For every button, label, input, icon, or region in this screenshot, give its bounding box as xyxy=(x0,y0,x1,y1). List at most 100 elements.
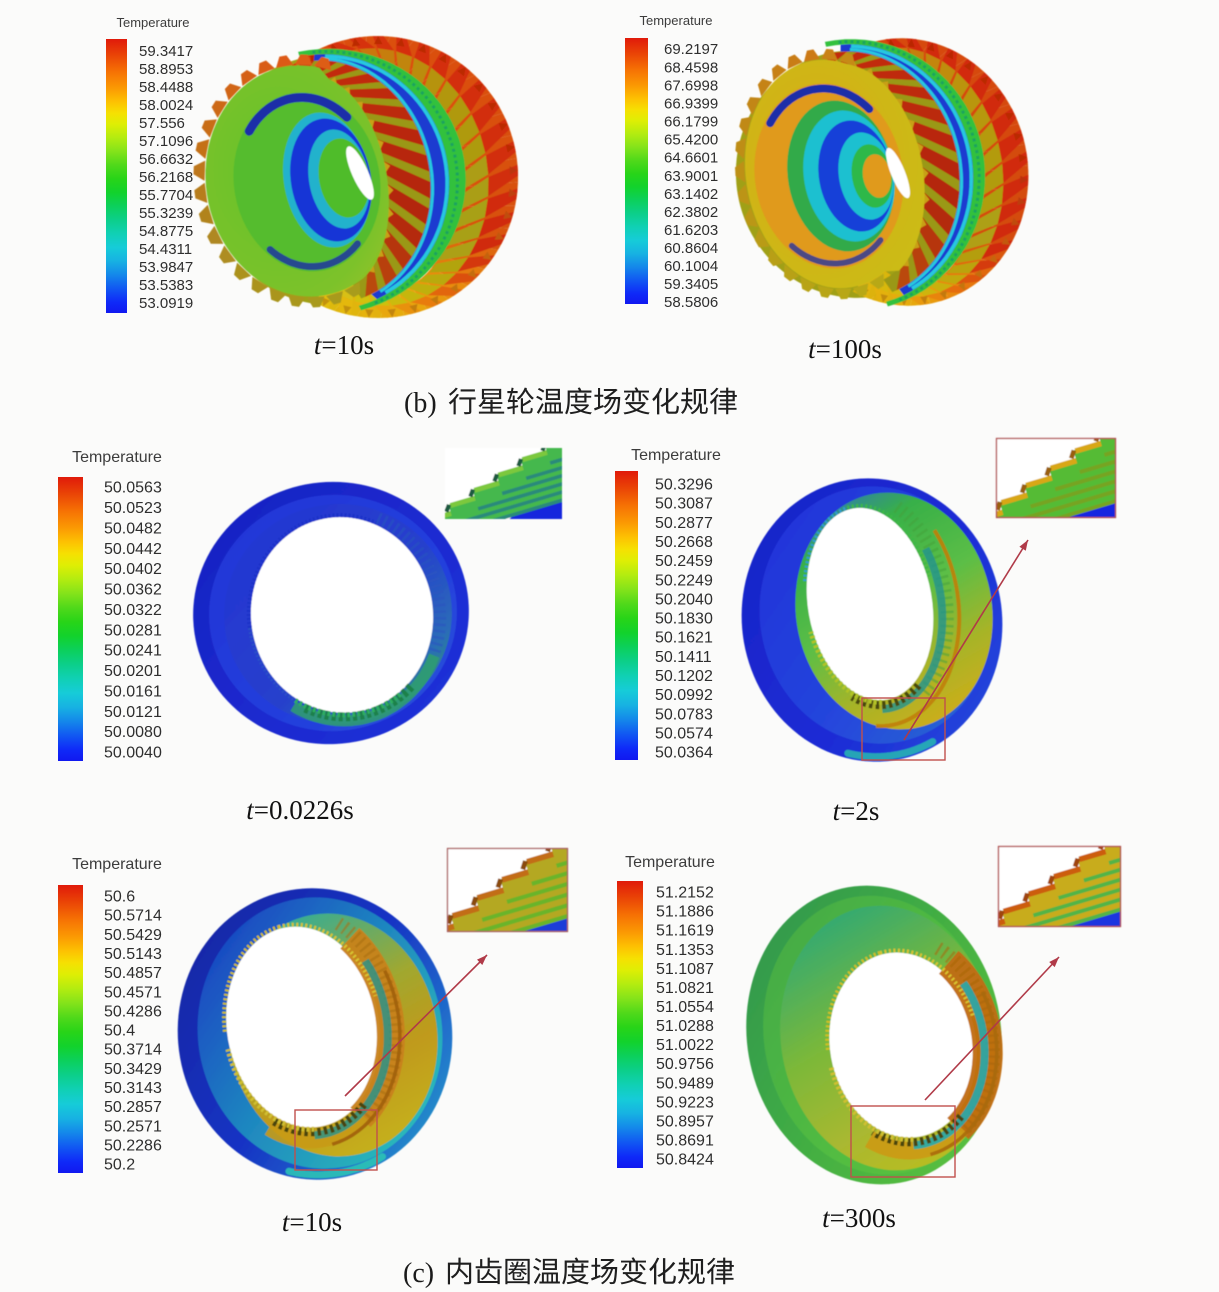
svg-text:58.4488: 58.4488 xyxy=(139,79,193,96)
svg-text:50.8424: 50.8424 xyxy=(656,1152,714,1169)
svg-text:66.1799: 66.1799 xyxy=(664,114,718,131)
svg-text:50.5143: 50.5143 xyxy=(104,946,162,963)
svg-text:67.6998: 67.6998 xyxy=(664,77,718,94)
svg-text:50.5714: 50.5714 xyxy=(104,908,162,925)
svg-text:51.0554: 51.0554 xyxy=(656,999,714,1016)
svg-text:59.3405: 59.3405 xyxy=(664,276,718,293)
svg-text:55.3239: 55.3239 xyxy=(139,205,193,222)
svg-text:50.9489: 50.9489 xyxy=(656,1075,714,1092)
svg-text:60.1004: 60.1004 xyxy=(664,258,718,275)
svg-text:50.0783: 50.0783 xyxy=(655,706,713,723)
svg-text:50.0563: 50.0563 xyxy=(104,480,162,497)
svg-text:51.2152: 51.2152 xyxy=(656,885,714,902)
svg-text:58.8953: 58.8953 xyxy=(139,61,193,78)
svg-text:t=100s: t=100s xyxy=(808,334,882,364)
svg-text:50.0121: 50.0121 xyxy=(104,704,162,721)
svg-text:56.2168: 56.2168 xyxy=(139,169,193,186)
svg-text:50.2: 50.2 xyxy=(104,1157,135,1174)
svg-text:53.5383: 53.5383 xyxy=(139,277,193,294)
svg-text:53.9847: 53.9847 xyxy=(139,259,193,276)
svg-text:50.4: 50.4 xyxy=(104,1023,135,1040)
svg-text:57.1096: 57.1096 xyxy=(139,133,193,150)
svg-text:50.0574: 50.0574 xyxy=(655,726,713,743)
svg-text:50.0241: 50.0241 xyxy=(104,643,162,660)
svg-text:t=10s: t=10s xyxy=(314,330,374,360)
svg-text:50.0402: 50.0402 xyxy=(104,561,162,578)
svg-text:51.1886: 51.1886 xyxy=(656,904,714,921)
svg-text:62.3802: 62.3802 xyxy=(664,204,718,221)
svg-text:50.0201: 50.0201 xyxy=(104,663,162,680)
svg-text:50.2459: 50.2459 xyxy=(655,553,713,570)
svg-text:50.2877: 50.2877 xyxy=(655,515,713,532)
svg-text:54.4311: 54.4311 xyxy=(139,241,192,258)
svg-text:50.4286: 50.4286 xyxy=(104,1004,162,1021)
svg-text:51.0821: 51.0821 xyxy=(656,980,714,997)
svg-text:50.0523: 50.0523 xyxy=(104,500,162,517)
svg-text:63.1402: 63.1402 xyxy=(664,186,718,203)
svg-text:50.4857: 50.4857 xyxy=(104,965,162,982)
svg-text:50.2286: 50.2286 xyxy=(104,1138,162,1155)
svg-text:64.6601: 64.6601 xyxy=(664,150,718,167)
svg-text:51.0288: 51.0288 xyxy=(656,1018,714,1035)
svg-text:51.1619: 51.1619 xyxy=(656,923,714,940)
svg-text:50.0322: 50.0322 xyxy=(104,602,162,619)
svg-text:(c): (c) xyxy=(403,1258,434,1289)
svg-text:50.0161: 50.0161 xyxy=(104,683,162,700)
svg-text:55.7704: 55.7704 xyxy=(139,187,193,204)
svg-text:50.0281: 50.0281 xyxy=(104,622,162,639)
svg-text:t=0.0226s: t=0.0226s xyxy=(246,795,354,825)
svg-text:69.2197: 69.2197 xyxy=(664,41,718,58)
svg-text:50.0040: 50.0040 xyxy=(104,745,162,762)
svg-text:58.0024: 58.0024 xyxy=(139,97,193,114)
svg-text:t=2s: t=2s xyxy=(833,796,880,826)
svg-text:65.4200: 65.4200 xyxy=(664,132,718,149)
svg-text:58.5806: 58.5806 xyxy=(664,294,718,311)
svg-text:Temperature: Temperature xyxy=(72,449,162,466)
svg-text:56.6632: 56.6632 xyxy=(139,151,193,168)
svg-text:50.2040: 50.2040 xyxy=(655,592,713,609)
svg-text:60.8604: 60.8604 xyxy=(664,240,718,257)
svg-text:50.5429: 50.5429 xyxy=(104,927,162,944)
svg-text:57.556: 57.556 xyxy=(139,115,185,132)
svg-text:50.0362: 50.0362 xyxy=(104,582,162,599)
svg-text:50.1621: 50.1621 xyxy=(655,630,713,647)
svg-text:50.1411: 50.1411 xyxy=(655,649,712,666)
svg-text:63.9001: 63.9001 xyxy=(664,168,718,185)
svg-text:50.2668: 50.2668 xyxy=(655,534,713,551)
svg-text:50.3143: 50.3143 xyxy=(104,1080,162,1097)
svg-text:50.9223: 50.9223 xyxy=(656,1094,714,1111)
svg-text:68.4598: 68.4598 xyxy=(664,59,718,76)
svg-text:50.0080: 50.0080 xyxy=(104,724,162,741)
svg-text:50.4571: 50.4571 xyxy=(104,984,162,1001)
svg-text:50.8691: 50.8691 xyxy=(656,1133,714,1150)
svg-text:t=300s: t=300s xyxy=(822,1203,896,1233)
svg-text:50.6: 50.6 xyxy=(104,889,135,906)
svg-text:Temperature: Temperature xyxy=(72,856,162,873)
svg-text:Temperature: Temperature xyxy=(625,854,715,871)
svg-text:50.3087: 50.3087 xyxy=(655,496,713,513)
svg-text:t=10s: t=10s xyxy=(282,1207,342,1237)
svg-text:Temperature: Temperature xyxy=(117,15,190,30)
svg-text:59.3417: 59.3417 xyxy=(139,43,193,60)
svg-text:61.6203: 61.6203 xyxy=(664,222,718,239)
svg-text:50.3429: 50.3429 xyxy=(104,1061,162,1078)
svg-text:50.2571: 50.2571 xyxy=(104,1118,162,1135)
svg-text:Temperature: Temperature xyxy=(631,447,721,464)
svg-text:(b): (b) xyxy=(404,388,437,419)
svg-text:50.1202: 50.1202 xyxy=(655,668,713,685)
svg-text:50.0992: 50.0992 xyxy=(655,687,713,704)
svg-text:50.9756: 50.9756 xyxy=(656,1056,714,1073)
svg-text:50.2249: 50.2249 xyxy=(655,572,713,589)
svg-text:50.1830: 50.1830 xyxy=(655,611,713,628)
svg-text:50.3714: 50.3714 xyxy=(104,1042,162,1059)
svg-text:50.0442: 50.0442 xyxy=(104,541,162,558)
svg-text:51.1353: 51.1353 xyxy=(656,942,714,959)
svg-text:66.9399: 66.9399 xyxy=(664,96,718,113)
svg-text:53.0919: 53.0919 xyxy=(139,295,193,312)
svg-text:50.3296: 50.3296 xyxy=(655,477,713,494)
svg-text:51.0022: 51.0022 xyxy=(656,1037,714,1054)
svg-text:50.2857: 50.2857 xyxy=(104,1099,162,1116)
svg-text:50.8957: 50.8957 xyxy=(656,1114,714,1131)
svg-text:54.8775: 54.8775 xyxy=(139,223,193,240)
svg-text:51.1087: 51.1087 xyxy=(656,961,714,978)
